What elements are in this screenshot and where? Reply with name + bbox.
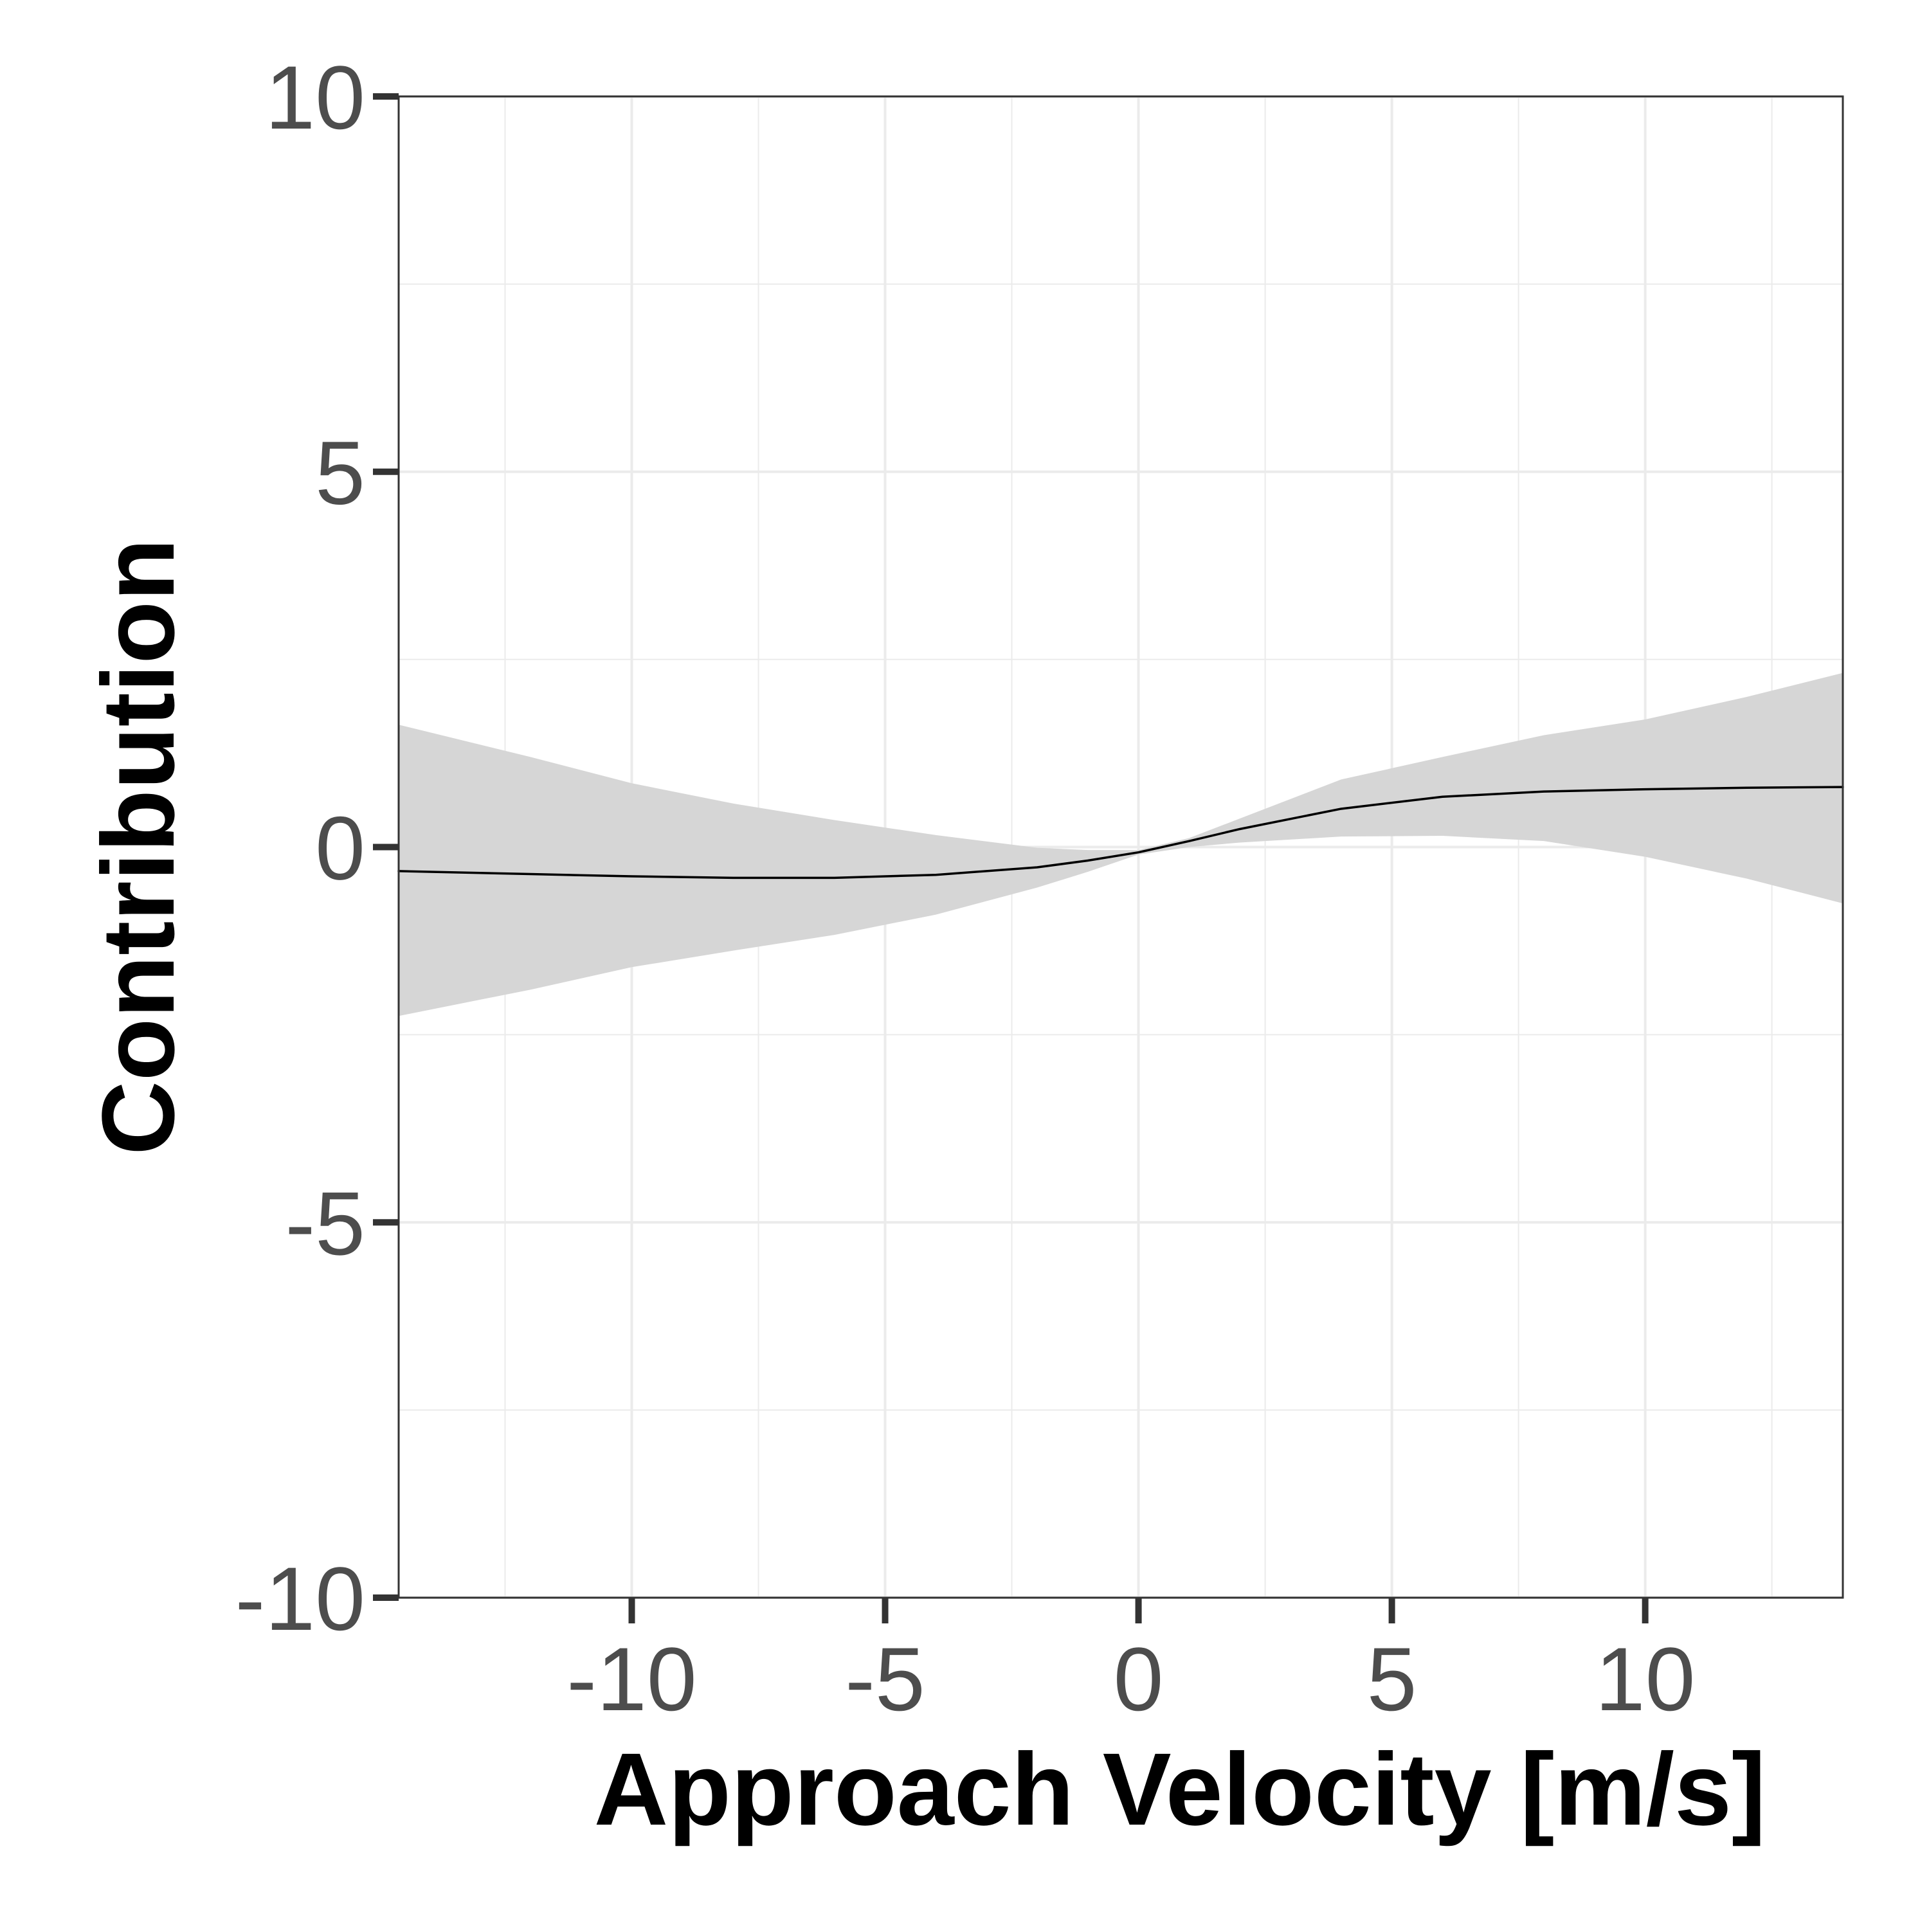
- y-tick-label: 0: [315, 798, 365, 899]
- x-tick-label: -10: [566, 1629, 696, 1729]
- smooth-line: [397, 786, 1844, 880]
- smooth-line-layer: [397, 786, 1844, 880]
- x-tick-label: 10: [1595, 1629, 1696, 1729]
- x-tick-label: 5: [1367, 1629, 1417, 1729]
- y-tick-label: 5: [315, 422, 365, 523]
- y-axis: -10 -5 0 5 10: [235, 47, 399, 1649]
- x-axis: -10 -5 0 5 10: [566, 1598, 1696, 1729]
- x-axis-title: Approach Velocity [m/s]: [594, 1731, 1766, 1846]
- y-tick-label: 10: [265, 47, 365, 148]
- confidence-band-layer: [399, 673, 1843, 1016]
- confidence-band: [399, 673, 1843, 1016]
- y-tick-label: -5: [285, 1173, 365, 1274]
- x-tick-label: -5: [845, 1629, 925, 1729]
- x-tick-label: 0: [1114, 1629, 1164, 1729]
- y-axis-title: Contribution: [80, 538, 195, 1155]
- y-tick-label: -10: [235, 1548, 365, 1649]
